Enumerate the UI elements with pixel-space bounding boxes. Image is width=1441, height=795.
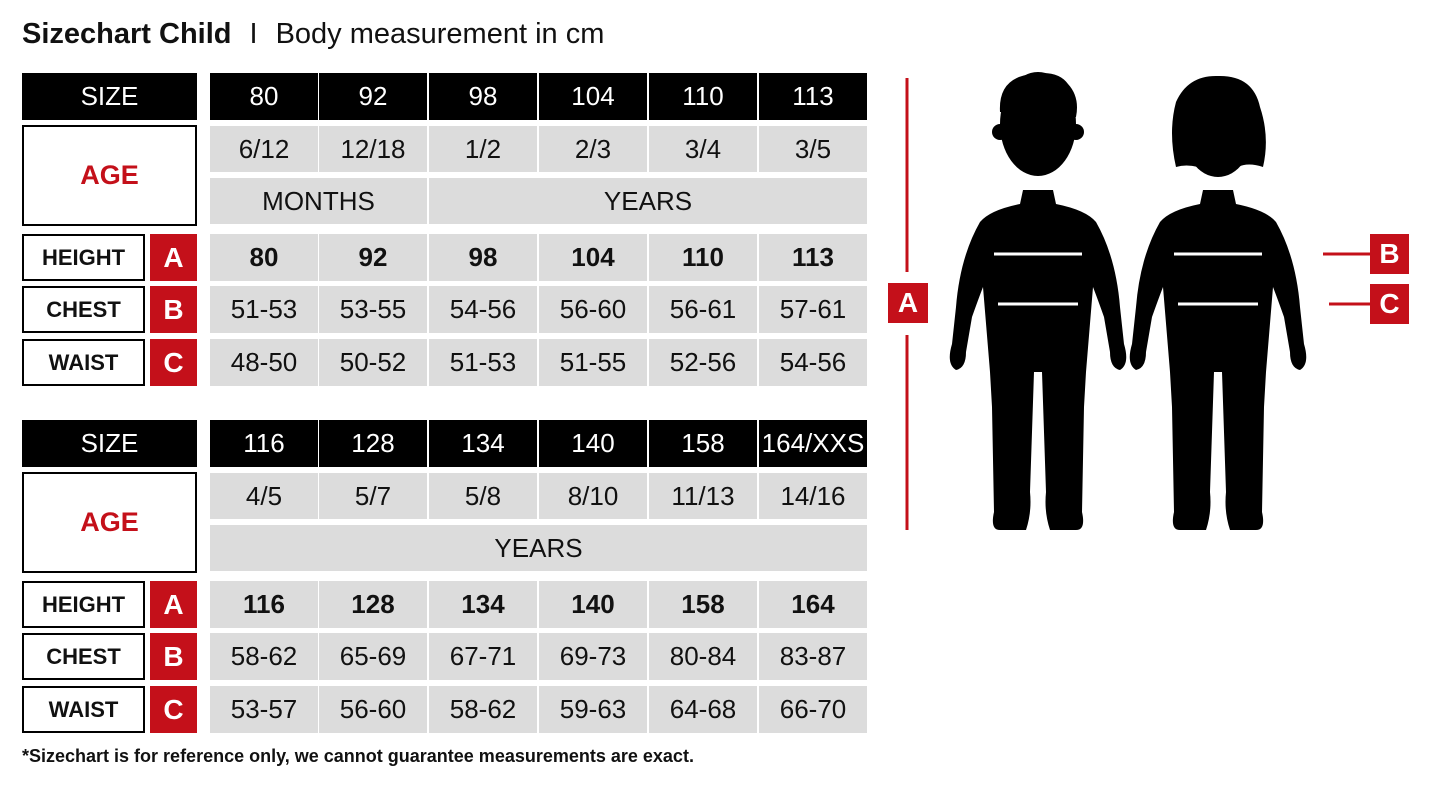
chest-cell: 69-73 [539, 633, 647, 680]
age-cell: 2/3 [539, 126, 647, 172]
title-separator: I [249, 18, 258, 50]
chest-cell: 58-62 [210, 633, 318, 680]
chest-label: CHEST [22, 633, 145, 680]
chest-cell: 56-60 [539, 286, 647, 333]
waist-label: WAIST [22, 686, 145, 733]
boy-silhouette-icon [949, 72, 1127, 530]
waist-marker-badge: C [150, 339, 197, 386]
height-cell: 110 [649, 234, 757, 281]
chest-cell: 65-69 [319, 633, 427, 680]
size-header-label: SIZE [22, 73, 197, 120]
height-cell: 98 [429, 234, 537, 281]
height-cell: 92 [319, 234, 427, 281]
height-cell: 164 [759, 581, 867, 628]
chest-cell: 57-61 [759, 286, 867, 333]
age-unit-cell: YEARS [210, 525, 867, 571]
waist-cell: 56-60 [319, 686, 427, 733]
age-cell: 3/5 [759, 126, 867, 172]
chest-marker-badge: B [1370, 234, 1409, 274]
age-cell: 4/5 [210, 473, 318, 519]
waist-cell: 54-56 [759, 339, 867, 386]
waist-cell: 53-57 [210, 686, 318, 733]
age-unit-cell: YEARS [429, 178, 867, 224]
age-cell: 12/18 [319, 126, 427, 172]
height-cell: 134 [429, 581, 537, 628]
chest-cell: 56-61 [649, 286, 757, 333]
waist-marker-badge: C [1370, 284, 1409, 324]
age-cell: 14/16 [759, 473, 867, 519]
chest-label: CHEST [22, 286, 145, 333]
height-cell: 128 [319, 581, 427, 628]
age-cell: 3/4 [649, 126, 757, 172]
height-marker-badge: A [888, 283, 928, 323]
age-cell: 1/2 [429, 126, 537, 172]
waist-label: WAIST [22, 339, 145, 386]
waist-marker-badge: C [150, 686, 197, 733]
waist-cell: 58-62 [429, 686, 537, 733]
height-marker-badge: A [150, 581, 197, 628]
size-cell: 164/XXS [759, 420, 867, 467]
size-cell: 110 [649, 73, 757, 120]
size-cell: 113 [759, 73, 867, 120]
size-cell: 158 [649, 420, 757, 467]
size-cell: 140 [539, 420, 647, 467]
chest-cell: 51-53 [210, 286, 318, 333]
waist-cell: 66-70 [759, 686, 867, 733]
chest-cell: 54-56 [429, 286, 537, 333]
waist-cell: 51-53 [429, 339, 537, 386]
age-cell: 11/13 [649, 473, 757, 519]
chest-cell: 67-71 [429, 633, 537, 680]
age-label: AGE [22, 125, 197, 226]
height-cell: 140 [539, 581, 647, 628]
height-cell: 158 [649, 581, 757, 628]
waist-cell: 48-50 [210, 339, 318, 386]
girl-silhouette-icon [1129, 75, 1307, 530]
waist-cell: 59-63 [539, 686, 647, 733]
chest-cell: 83-87 [759, 633, 867, 680]
title-subtitle: Body measurement in cm [275, 18, 605, 50]
age-label: AGE [22, 472, 197, 573]
height-cell: 104 [539, 234, 647, 281]
chest-cell: 53-55 [319, 286, 427, 333]
footnote: *Sizechart is for reference only, we can… [22, 746, 694, 766]
age-cell: 8/10 [539, 473, 647, 519]
waist-cell: 52-56 [649, 339, 757, 386]
size-cell: 92 [319, 73, 427, 120]
chest-marker-badge: B [150, 286, 197, 333]
height-label: HEIGHT [22, 581, 145, 628]
size-cell: 80 [210, 73, 318, 120]
title-main: Sizechart Child [22, 18, 232, 50]
size-cell: 116 [210, 420, 318, 467]
waist-cell: 64-68 [649, 686, 757, 733]
size-cell: 98 [429, 73, 537, 120]
waist-cell: 50-52 [319, 339, 427, 386]
height-label: HEIGHT [22, 234, 145, 281]
size-cell: 134 [429, 420, 537, 467]
height-marker-badge: A [150, 234, 197, 281]
age-cell: 5/8 [429, 473, 537, 519]
age-cell: 5/7 [319, 473, 427, 519]
size-cell: 128 [319, 420, 427, 467]
size-cell: 104 [539, 73, 647, 120]
size-header-label: SIZE [22, 420, 197, 467]
age-unit-cell: MONTHS [210, 178, 427, 224]
waist-cell: 51-55 [539, 339, 647, 386]
chest-marker-badge: B [150, 633, 197, 680]
height-cell: 80 [210, 234, 318, 281]
height-cell: 113 [759, 234, 867, 281]
page-title: Sizechart Child I Body measurement in cm [22, 18, 604, 51]
age-cell: 6/12 [210, 126, 318, 172]
height-cell: 116 [210, 581, 318, 628]
chest-cell: 80-84 [649, 633, 757, 680]
